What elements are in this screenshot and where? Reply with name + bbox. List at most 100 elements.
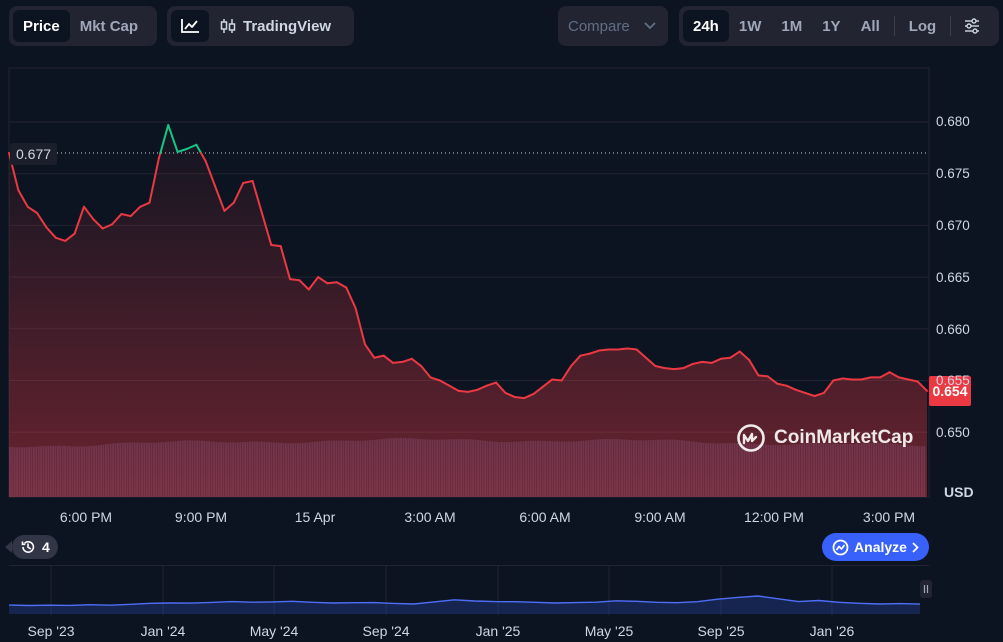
history-clock-icon	[21, 540, 35, 553]
price-segment	[200, 152, 207, 163]
price-segment	[214, 185, 226, 212]
price-segment	[204, 160, 217, 188]
analyze-button[interactable]: Analyze	[822, 533, 929, 561]
price-segment	[111, 213, 123, 226]
price-segment	[738, 350, 751, 361]
watermark-text: CoinMarketCap	[774, 427, 914, 448]
navigator-handle[interactable]	[920, 580, 932, 598]
coinmarketcap-watermark: CoinMarketCap	[736, 423, 913, 453]
y-tick-label: 0.670	[936, 218, 970, 233]
price-chart[interactable]	[0, 60, 1003, 505]
navigator-area-fill	[9, 596, 920, 614]
price-segment	[766, 375, 779, 385]
range-navigator[interactable]	[0, 565, 1003, 617]
price-segment	[897, 376, 910, 381]
history-count: 4	[42, 539, 50, 555]
price-segment	[457, 389, 469, 393]
navigator-label: Sep '25	[697, 623, 745, 639]
price-segment	[804, 391, 816, 398]
price-segment	[73, 205, 85, 235]
price-segment	[45, 226, 57, 239]
price-segment	[438, 379, 451, 387]
price-segment	[551, 378, 563, 382]
range-tab-1y[interactable]: 1Y	[822, 17, 841, 35]
range-tab-24h[interactable]: 24h	[683, 10, 729, 42]
price-segment	[485, 381, 498, 387]
price-segment	[64, 232, 76, 242]
price-segment	[345, 286, 357, 310]
price-segment	[748, 358, 760, 377]
y-tick-label: 0.660	[936, 322, 970, 337]
price-segment	[195, 143, 203, 155]
history-badge[interactable]: 4	[5, 535, 58, 559]
price-segment	[654, 365, 666, 370]
navigator-label: Sep '23	[27, 623, 75, 639]
market-cap-tab[interactable]: Mkt Cap	[79, 17, 139, 35]
navigator-grid	[9, 565, 929, 615]
x-tick-label: 9:00 PM	[174, 509, 228, 525]
price-segment	[298, 279, 310, 291]
price-segment	[17, 189, 29, 208]
price-segment	[888, 371, 900, 379]
navigator-label: May '24	[249, 623, 299, 639]
price-segment	[588, 349, 601, 355]
price-segment	[673, 367, 685, 371]
price-segment	[701, 360, 713, 364]
y-tick-label: 0.675	[936, 166, 970, 181]
price-segment	[832, 377, 844, 382]
x-tick-label: 6:00 PM	[59, 509, 113, 525]
price-segment	[476, 384, 488, 391]
price-segment	[794, 388, 807, 394]
price-tab[interactable]: Price	[13, 10, 70, 42]
price-segment	[363, 343, 376, 359]
price-segment	[26, 205, 39, 214]
line-chart-button[interactable]	[171, 10, 209, 42]
price-segment	[36, 211, 48, 229]
range-tab-1w[interactable]: 1W	[738, 17, 762, 35]
sliders-icon	[965, 18, 980, 34]
x-tick-label: 9:00 AM	[634, 509, 686, 525]
price-segment	[757, 374, 769, 378]
price-segment	[663, 367, 676, 371]
tradingview-label: TradingView	[243, 17, 332, 35]
price-segment	[570, 354, 582, 368]
price-segment	[223, 201, 235, 212]
price-segment	[317, 276, 329, 285]
range-tab-1m[interactable]: 1M	[781, 17, 803, 35]
price-segment	[560, 365, 573, 382]
navigator-label: Sep '24	[362, 623, 410, 639]
price-segment	[513, 396, 526, 400]
chart-settings-button[interactable]	[955, 10, 989, 42]
candlestick-icon	[220, 19, 236, 33]
x-tick-label: 6:00 AM	[519, 509, 571, 525]
compare-dropdown[interactable]: Compare	[558, 6, 668, 46]
y-tick-label: 0.650	[936, 425, 970, 440]
price-segment	[579, 352, 591, 357]
price-segment	[907, 378, 919, 383]
price-segment	[307, 276, 320, 291]
price-segment	[729, 350, 741, 359]
price-segment	[401, 357, 413, 363]
price-segment	[785, 384, 797, 391]
price-segment	[879, 371, 891, 379]
price-segment	[326, 281, 338, 285]
currency-unit-label: USD	[944, 484, 974, 500]
price-segment	[167, 124, 179, 153]
range-tab-all[interactable]: All	[860, 17, 880, 35]
price-segment	[382, 354, 395, 364]
price-segment	[776, 382, 788, 387]
log-scale-button[interactable]: Log	[908, 17, 937, 35]
price-segment	[354, 307, 366, 346]
line-chart-icon	[181, 19, 199, 33]
price-segment	[860, 376, 872, 381]
price-segment	[129, 205, 142, 218]
price-segment	[242, 179, 254, 185]
tradingview-button[interactable]: TradingView	[209, 10, 341, 42]
metric-toggle: Price Mkt Cap	[9, 6, 157, 46]
price-segment	[429, 376, 441, 382]
price-segment	[644, 356, 657, 368]
price-segment	[139, 201, 151, 208]
x-tick-label: 3:00 PM	[862, 509, 916, 525]
price-segment	[626, 347, 638, 351]
compare-label: Compare	[568, 17, 630, 35]
